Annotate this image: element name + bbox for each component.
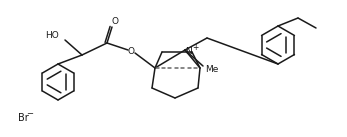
- Text: HO: HO: [45, 32, 59, 41]
- Text: O: O: [111, 16, 118, 25]
- Text: Me: Me: [205, 65, 219, 73]
- Text: +: +: [192, 42, 198, 52]
- Text: Br: Br: [18, 113, 29, 123]
- Text: −: −: [26, 109, 34, 119]
- Text: O: O: [127, 46, 135, 55]
- Text: N: N: [186, 46, 192, 55]
